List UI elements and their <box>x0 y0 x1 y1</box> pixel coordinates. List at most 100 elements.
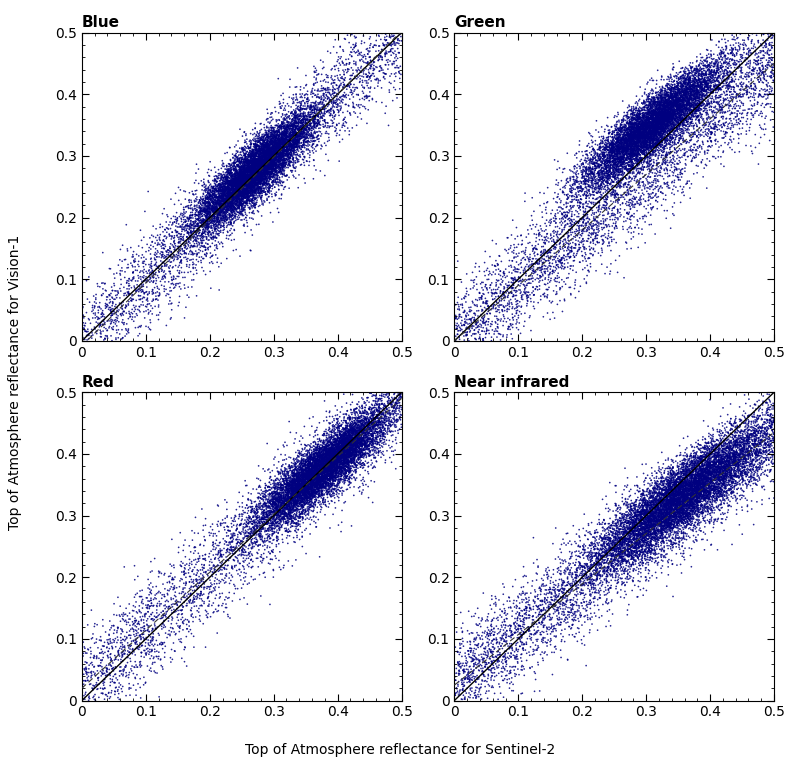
Point <box>266 498 278 510</box>
Point <box>198 265 210 277</box>
Point <box>147 275 160 287</box>
Point <box>597 215 610 227</box>
Point <box>615 550 628 562</box>
Point <box>573 605 586 617</box>
Point <box>264 142 277 155</box>
Point <box>292 469 305 481</box>
Point <box>640 516 653 529</box>
Point <box>263 173 276 185</box>
Point <box>106 295 119 308</box>
Point <box>234 181 246 194</box>
Point <box>311 472 324 484</box>
Point <box>258 178 270 190</box>
Point <box>631 510 644 522</box>
Point <box>385 416 398 428</box>
Point <box>319 473 332 485</box>
Point <box>670 96 683 109</box>
Point <box>628 158 641 170</box>
Point <box>327 461 340 474</box>
Point <box>263 143 276 155</box>
Point <box>767 416 780 428</box>
Point <box>618 138 630 150</box>
Point <box>589 535 602 547</box>
Point <box>590 569 603 581</box>
Point <box>656 122 669 134</box>
Point <box>338 422 350 435</box>
Point <box>234 194 247 206</box>
Point <box>256 167 269 179</box>
Point <box>287 467 300 479</box>
Point <box>375 409 388 421</box>
Point <box>245 160 258 172</box>
Point <box>646 522 658 535</box>
Point <box>303 486 316 498</box>
Point <box>148 665 161 677</box>
Point <box>276 138 289 151</box>
Point <box>256 158 269 171</box>
Point <box>723 474 736 487</box>
Point <box>95 661 108 673</box>
Point <box>285 138 298 151</box>
Point <box>322 453 335 465</box>
Point <box>630 148 643 161</box>
Point <box>270 158 282 170</box>
Point <box>353 419 366 431</box>
Point <box>269 486 282 498</box>
Point <box>556 588 569 600</box>
Point <box>311 472 324 484</box>
Point <box>319 444 332 457</box>
Point <box>272 126 285 138</box>
Point <box>354 437 366 449</box>
Point <box>633 112 646 125</box>
Point <box>616 538 629 550</box>
Point <box>356 457 369 470</box>
Point <box>361 117 374 129</box>
Point <box>633 158 646 170</box>
Point <box>328 461 341 474</box>
Point <box>490 632 502 644</box>
Point <box>334 431 347 444</box>
Point <box>642 177 654 190</box>
Point <box>86 301 99 314</box>
Point <box>330 435 342 448</box>
Point <box>682 507 695 519</box>
Point <box>622 178 634 190</box>
Point <box>706 422 719 435</box>
Point <box>326 438 338 451</box>
Point <box>324 451 337 464</box>
Point <box>730 88 743 100</box>
Point <box>363 433 376 445</box>
Point <box>286 466 299 478</box>
Point <box>266 141 278 153</box>
Point <box>207 193 220 205</box>
Point <box>231 186 244 198</box>
Point <box>264 532 277 545</box>
Point <box>287 497 300 509</box>
Point <box>356 441 369 453</box>
Point <box>691 456 704 468</box>
Point <box>762 448 775 461</box>
Point <box>636 511 649 523</box>
Point <box>628 116 641 129</box>
Point <box>664 480 677 493</box>
Point <box>587 186 600 198</box>
Point <box>165 594 178 606</box>
Point <box>295 469 308 481</box>
Point <box>274 129 287 141</box>
Point <box>752 35 765 47</box>
Point <box>186 230 198 243</box>
Point <box>643 510 656 522</box>
Point <box>208 213 221 225</box>
Point <box>282 134 295 146</box>
Point <box>390 416 403 428</box>
Point <box>362 480 374 493</box>
Point <box>740 482 753 494</box>
Point <box>644 503 657 515</box>
Point <box>343 125 356 137</box>
Point <box>651 115 664 127</box>
Point <box>178 201 190 213</box>
Point <box>592 223 605 236</box>
Point <box>332 456 345 468</box>
Point <box>340 440 353 452</box>
Point <box>766 416 778 428</box>
